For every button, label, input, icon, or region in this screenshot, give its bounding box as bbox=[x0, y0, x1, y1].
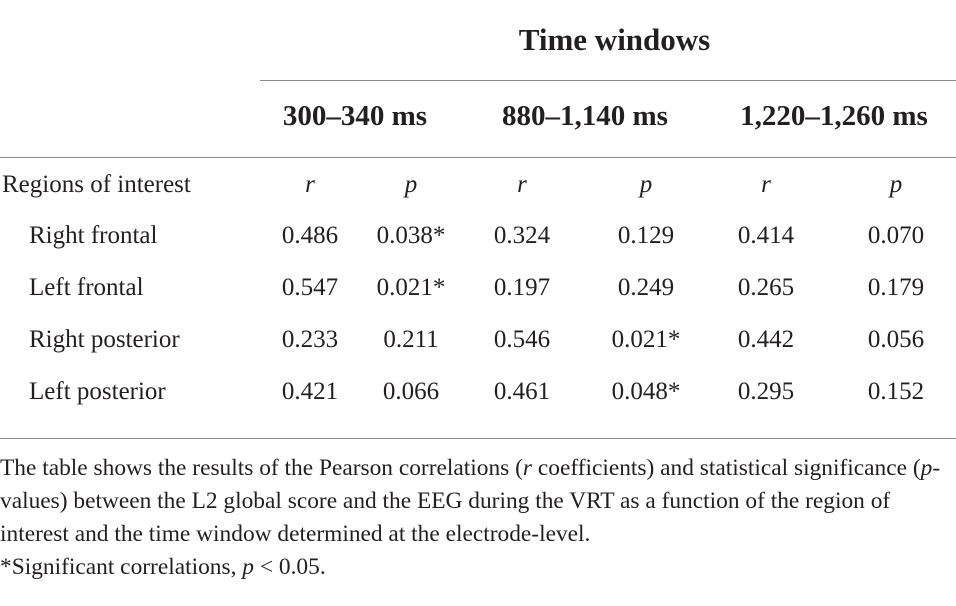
subheader-r-3: r bbox=[761, 171, 771, 198]
cell-r2-c1: 0.547 bbox=[281, 274, 339, 301]
row-label-left-posterior: Left posterior bbox=[29, 378, 166, 405]
cell-r4-c1: 0.421 bbox=[281, 378, 339, 405]
cell-r3-c2: 0.211 bbox=[383, 326, 439, 353]
row-label-left-frontal: Left frontal bbox=[29, 274, 144, 301]
footnote-description: The table shows the results of the Pears… bbox=[0, 452, 956, 551]
cell-r1-c3: 0.324 bbox=[493, 222, 551, 249]
cell-r4-c6: 0.152 bbox=[867, 378, 925, 405]
time-window-header-1: 300–340 ms bbox=[282, 100, 428, 132]
subheader-r-2: r bbox=[517, 171, 527, 198]
subheader-p-2: p bbox=[639, 171, 653, 198]
cell-r1-c4: 0.129 bbox=[617, 222, 675, 249]
cell-r3-c4: 0.021* bbox=[611, 326, 681, 353]
rule-under-group-header bbox=[260, 80, 956, 81]
time-window-header-3: 1,220–1,260 ms bbox=[740, 100, 928, 132]
footnote-p-symbol: p bbox=[920, 455, 933, 481]
significance-prefix: *Significant correlations, bbox=[0, 554, 243, 580]
cell-r1-c2: 0.038* bbox=[376, 222, 446, 249]
footnote-r-symbol: r bbox=[522, 455, 533, 481]
cell-r1-c6: 0.070 bbox=[867, 222, 925, 249]
cell-r3-c3: 0.546 bbox=[493, 326, 551, 353]
cell-r3-c6: 0.056 bbox=[867, 326, 925, 353]
cell-r2-c6: 0.179 bbox=[867, 274, 925, 301]
cell-r1-c1: 0.486 bbox=[281, 222, 339, 249]
cell-r3-c5: 0.442 bbox=[737, 326, 795, 353]
footnote-significance: *Significant correlations, p < 0.05. bbox=[0, 551, 956, 584]
significance-suffix: < 0.05. bbox=[254, 554, 326, 580]
cell-r4-c4: 0.048* bbox=[611, 378, 681, 405]
group-header-time-windows: Time windows bbox=[518, 22, 711, 57]
subheader-p-1: p bbox=[404, 171, 418, 198]
rule-under-time-windows bbox=[0, 157, 956, 158]
rule-table-bottom bbox=[0, 438, 956, 439]
footnote-text-1: The table shows the results of the Pears… bbox=[0, 455, 523, 481]
cell-r4-c5: 0.295 bbox=[737, 378, 795, 405]
time-window-header-2: 880–1,140 ms bbox=[502, 100, 668, 132]
cell-r2-c3: 0.197 bbox=[493, 274, 551, 301]
cell-r2-c4: 0.249 bbox=[617, 274, 675, 301]
subheader-r-1: r bbox=[305, 171, 315, 198]
cell-r4-c3: 0.461 bbox=[493, 378, 551, 405]
subheader-p-3: p bbox=[889, 171, 903, 198]
cell-r3-c1: 0.233 bbox=[281, 326, 339, 353]
row-label-right-frontal: Right frontal bbox=[29, 222, 158, 249]
significance-p-symbol: p bbox=[242, 554, 254, 580]
cell-r4-c2: 0.066 bbox=[382, 378, 440, 405]
cell-r2-c2: 0.021* bbox=[376, 274, 446, 301]
cell-r2-c5: 0.265 bbox=[737, 274, 795, 301]
row-header-label: Regions of interest bbox=[2, 171, 191, 198]
footnote-text-3: -values) between the L2 global score and… bbox=[0, 455, 941, 547]
row-label-right-posterior: Right posterior bbox=[29, 326, 180, 353]
footnote-text-2: coefficients) and statistical significan… bbox=[532, 455, 921, 481]
table-footnote: The table shows the results of the Pears… bbox=[0, 452, 956, 584]
cell-r1-c5: 0.414 bbox=[737, 222, 795, 249]
